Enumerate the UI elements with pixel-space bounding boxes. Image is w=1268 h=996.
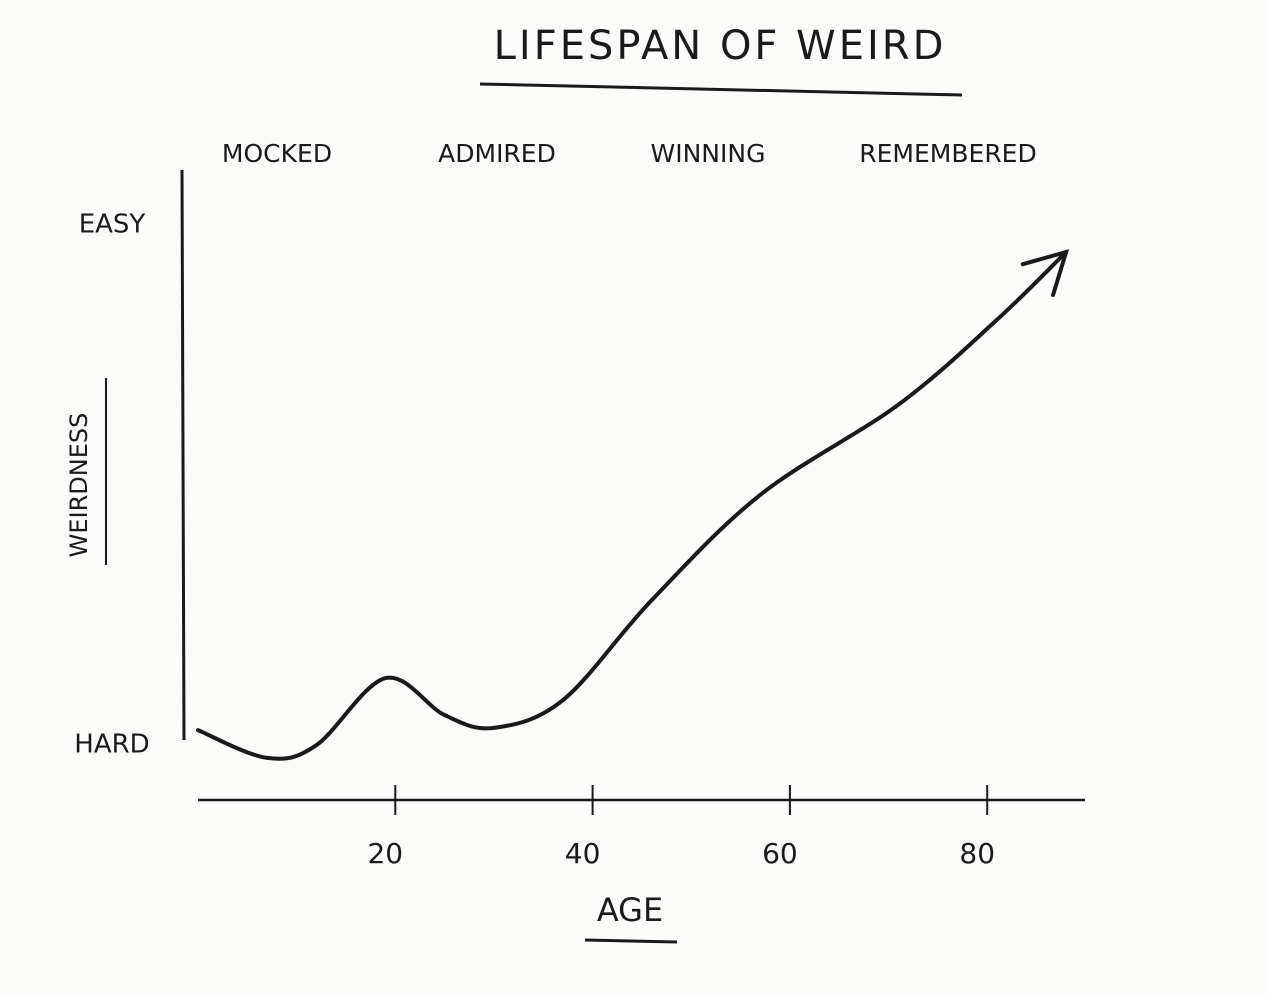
y-tick-label: EASY	[79, 209, 146, 239]
y-axis	[180, 169, 186, 741]
phase-label: ADMIRED	[438, 139, 556, 168]
phase-label: WINNING	[651, 139, 766, 168]
y-axis-label: WEIRDNESS	[65, 413, 93, 558]
title-underline	[479, 82, 963, 97]
chart-title: LIFESPAN OF WEIRD	[494, 23, 947, 69]
x-tick-label: 60	[762, 837, 798, 870]
x-axis-label: AGE	[597, 891, 663, 929]
x-label-underline	[584, 938, 678, 944]
phase-label: MOCKED	[222, 139, 332, 168]
x-tick-label: 80	[959, 837, 995, 870]
x-tick-label: 40	[565, 837, 601, 870]
arrow-head	[1020, 249, 1070, 298]
phase-label: REMEMBERED	[859, 139, 1036, 168]
x-tick-label: 20	[367, 837, 403, 870]
y-tick-label: HARD	[74, 730, 149, 760]
weirdness-line	[196, 249, 1069, 761]
